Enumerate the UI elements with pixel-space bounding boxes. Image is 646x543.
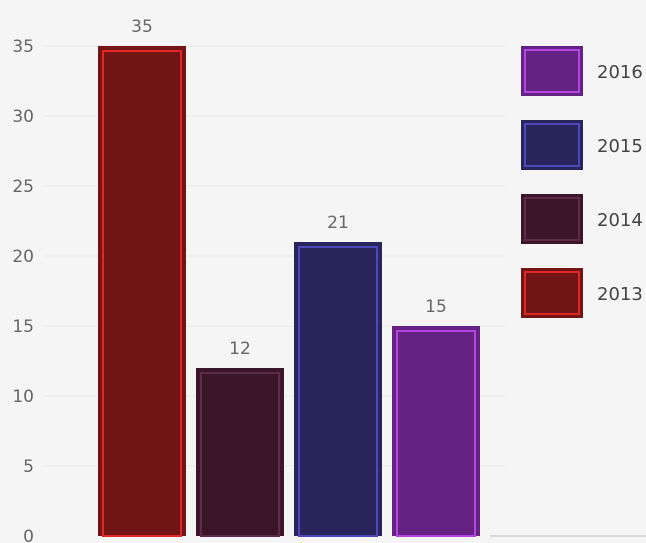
bar-inner-border [298, 246, 378, 537]
legend: 2016 2015 2014 2013 [521, 46, 643, 318]
bars [98, 46, 480, 537]
data-label-2014: 12 [229, 339, 251, 359]
legend-swatch-border [524, 123, 580, 167]
y-tick-label: 0 [23, 527, 34, 543]
legend-item-2014: 2014 [521, 194, 643, 244]
legend-item-2013: 2013 [521, 268, 643, 318]
data-label-2016: 15 [425, 297, 447, 317]
legend-swatch [521, 46, 583, 96]
bar-2015 [294, 242, 382, 536]
legend-swatch [521, 194, 583, 244]
bar-2016 [392, 326, 480, 536]
data-label-2013: 35 [131, 17, 153, 37]
legend-swatch-border [524, 197, 580, 241]
legend-swatch [521, 120, 583, 170]
legend-label: 2016 [597, 62, 643, 83]
legend-label: 2014 [597, 210, 643, 231]
y-tick-label: 10 [12, 387, 34, 407]
legend-label: 2013 [597, 284, 643, 305]
y-tick-label: 5 [23, 457, 34, 477]
y-tick-label: 35 [12, 37, 34, 57]
y-axis-ticks: 0 5 10 15 20 25 30 35 [12, 37, 34, 543]
legend-swatch-border [524, 49, 580, 93]
legend-item-2015: 2015 [521, 120, 643, 170]
y-tick-label: 30 [12, 107, 34, 127]
bar-2013 [98, 46, 186, 536]
bar-2014 [196, 368, 284, 536]
y-tick-label: 20 [12, 247, 34, 267]
y-tick-label: 15 [12, 317, 34, 337]
data-labels: 35 12 21 15 [131, 17, 447, 359]
y-tick-label: 25 [12, 177, 34, 197]
data-label-2015: 21 [327, 213, 349, 233]
bar-inner-border [396, 330, 476, 537]
legend-swatch-border [524, 271, 580, 315]
legend-label: 2015 [597, 136, 643, 157]
bar-inner-border [102, 50, 182, 537]
legend-item-2016: 2016 [521, 46, 643, 96]
legend-swatch [521, 268, 583, 318]
bar-inner-border [200, 372, 280, 537]
